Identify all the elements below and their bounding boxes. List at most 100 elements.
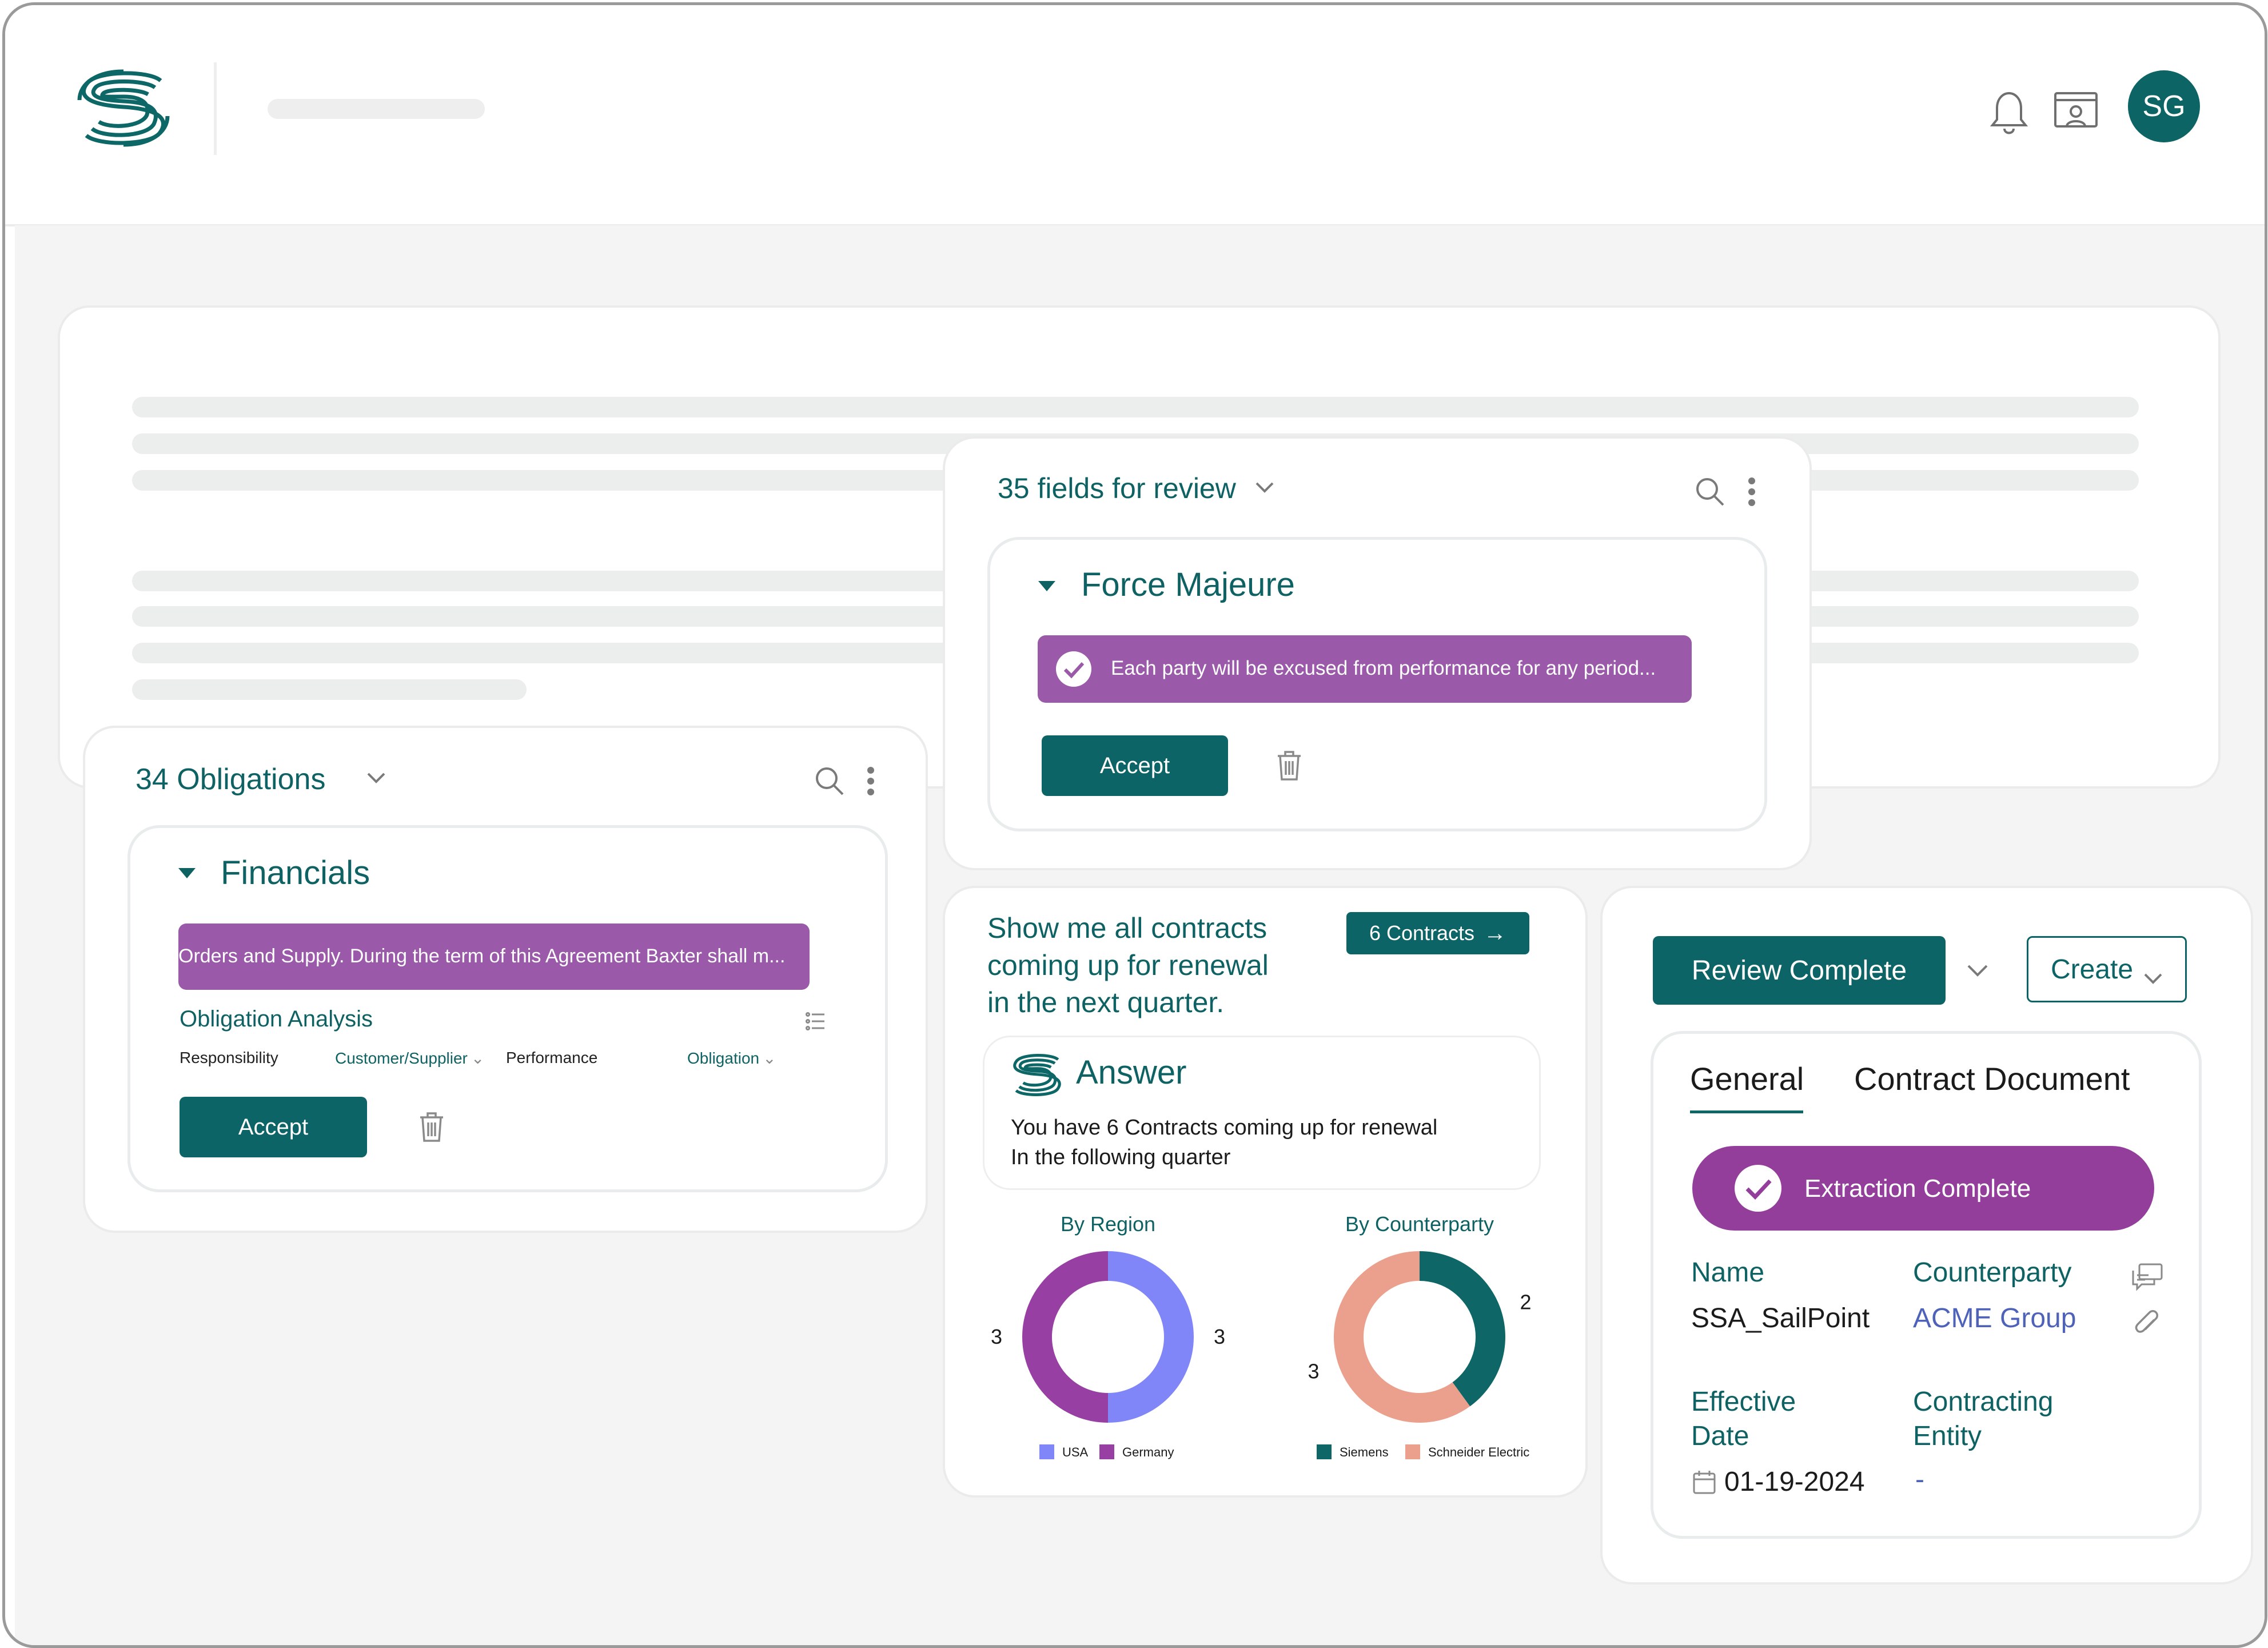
data-label: 2 — [1520, 1291, 1531, 1314]
skeleton-line — [132, 397, 2139, 417]
avatar[interactable]: SG — [2128, 70, 2200, 142]
label-line: Date — [1691, 1421, 1749, 1451]
more-options-icon[interactable] — [1748, 476, 1756, 507]
analysis-title: Obligation Analysis — [180, 1006, 373, 1032]
tab-contract-document[interactable]: Contract Document — [1854, 1061, 2130, 1097]
responsibility-dropdown[interactable]: Customer/Supplier ⌄ — [335, 1049, 484, 1068]
create-button-label: Create — [2050, 954, 2134, 985]
contract-panel: Review Complete Create General Contract … — [1600, 886, 2253, 1585]
search-icon[interactable] — [1695, 476, 1725, 507]
query-card: Show me all contracts coming up for rene… — [943, 886, 1588, 1498]
clause-text: Each party will be excused from performa… — [1111, 657, 1656, 679]
legend-label: USA — [1062, 1445, 1089, 1459]
force-majeure-section: Force Majeure Each party will be excused… — [987, 537, 1767, 831]
contracting-entity-label: Contracting Entity — [1913, 1385, 2053, 1454]
logo-icon[interactable] — [75, 66, 172, 150]
chart-title: By Counterparty — [1345, 1212, 1494, 1236]
check-icon — [1056, 651, 1091, 687]
counterparty-link[interactable]: ACME Group — [1913, 1303, 2076, 1333]
chevron-down-icon[interactable] — [365, 769, 387, 786]
create-button[interactable]: Create — [2027, 936, 2187, 1002]
counterparty-label: Counterparty — [1913, 1257, 2072, 1288]
donut-slice-schneider-electric[interactable] — [1334, 1251, 1470, 1423]
contracts-button[interactable]: 6 Contracts → — [1346, 912, 1529, 954]
label-line: Contracting — [1913, 1387, 2054, 1417]
fields-review-title: 35 fields for review — [998, 472, 1236, 504]
data-label: 3 — [1308, 1359, 1320, 1383]
legend-swatch — [1405, 1444, 1420, 1459]
performance-dropdown[interactable]: Obligation ⌄ — [687, 1049, 776, 1068]
logo-icon — [1010, 1051, 1065, 1099]
answer-line: You have 6 Contracts coming up for renew… — [1011, 1116, 1438, 1140]
caret-down-icon[interactable] — [177, 866, 197, 881]
presentation-icon[interactable] — [2053, 90, 2099, 133]
chevron-down-icon — [2143, 962, 2163, 984]
list-icon[interactable] — [805, 1011, 826, 1032]
legend-swatch — [1317, 1444, 1332, 1459]
legend-label: Siemens — [1340, 1445, 1389, 1459]
chevron-down-icon: ⌄ — [471, 1049, 485, 1067]
fields-review-card: 35 fields for review Force Majeure Each … — [943, 436, 1812, 870]
answer-title: Answer — [1076, 1054, 1187, 1091]
label-line: Entity — [1913, 1421, 1982, 1451]
label-line: Effective — [1691, 1387, 1796, 1417]
query-text: Show me all contracts coming up for rene… — [987, 910, 1269, 1021]
paperclip-icon[interactable] — [2133, 1309, 2161, 1338]
check-icon — [1735, 1165, 1781, 1212]
effective-date-value: 01-19-2024 — [1724, 1467, 1865, 1497]
obligations-title: 34 Obligations — [135, 763, 326, 796]
financials-section: Financials Orders and Supply. During the… — [127, 825, 888, 1192]
name-value: SSA_SailPoint — [1691, 1303, 1870, 1333]
arrow-right-icon: → — [1484, 920, 1507, 946]
review-complete-button[interactable]: Review Complete — [1653, 936, 1946, 1005]
clause-highlight[interactable]: Orders and Supply. During the term of th… — [178, 923, 810, 990]
trash-icon[interactable] — [418, 1112, 445, 1143]
responsibility-value: Customer/Supplier — [335, 1049, 468, 1067]
donut-slice-germany[interactable] — [1022, 1251, 1108, 1423]
top-bar: SG — [5, 5, 2265, 226]
section-title: Financials — [221, 854, 370, 891]
chart-title: By Region — [1061, 1212, 1155, 1236]
bell-icon[interactable] — [1987, 89, 2031, 138]
chevron-down-icon[interactable] — [1966, 961, 1990, 980]
search-icon[interactable] — [814, 766, 845, 797]
active-tab-indicator — [1690, 1110, 1803, 1113]
performance-value: Obligation — [687, 1049, 760, 1067]
clause-highlight[interactable]: Each party will be excused from performa… — [1038, 635, 1692, 703]
extraction-status-badge: Extraction Complete — [1692, 1146, 2154, 1231]
donut-slice-usa[interactable] — [1108, 1251, 1194, 1423]
contracts-button-label: 6 Contracts — [1369, 921, 1475, 945]
chevron-down-icon: ⌄ — [763, 1049, 776, 1067]
answer-box: Answer You have 6 Contracts coming up fo… — [983, 1036, 1541, 1190]
tab-general[interactable]: General — [1690, 1061, 1804, 1097]
legend-swatch — [1039, 1444, 1054, 1459]
accept-button[interactable]: Accept — [1042, 735, 1228, 796]
status-text: Extraction Complete — [1804, 1175, 2031, 1203]
caret-down-icon[interactable] — [1037, 579, 1057, 594]
data-label: 3 — [1214, 1325, 1225, 1348]
trash-icon[interactable] — [1276, 750, 1302, 781]
calendar-icon[interactable] — [1692, 1470, 1716, 1495]
effective-date-label: Effective Date — [1691, 1385, 1796, 1454]
search-placeholder-bar — [268, 99, 485, 119]
performance-label: Performance — [506, 1049, 598, 1066]
answer-text: You have 6 Contracts coming up for renew… — [1011, 1113, 1437, 1172]
skeleton-line — [132, 679, 527, 700]
contracting-entity-value[interactable]: - — [1915, 1464, 1924, 1495]
chevron-down-icon[interactable] — [1254, 479, 1275, 496]
header-divider — [214, 62, 217, 155]
more-options-icon[interactable] — [867, 766, 875, 797]
section-title: Force Majeure — [1081, 566, 1295, 603]
obligations-card: 34 Obligations Financials Orders and Sup… — [83, 726, 928, 1233]
charts: By Region 3 USA 3 Germany By Counterparty 2 Sie… — [991, 1212, 1531, 1459]
query-line: Show me all contracts — [987, 912, 1267, 944]
accept-button[interactable]: Accept — [180, 1097, 367, 1157]
legend-label: Germany — [1122, 1445, 1174, 1459]
comment-icon[interactable] — [2131, 1263, 2163, 1291]
data-label: 3 — [991, 1325, 1002, 1348]
donut-slice-siemens[interactable] — [1420, 1251, 1505, 1407]
name-label: Name — [1691, 1257, 1765, 1288]
query-line: in the next quarter. — [987, 986, 1225, 1018]
query-line: coming up for renewal — [987, 949, 1269, 981]
